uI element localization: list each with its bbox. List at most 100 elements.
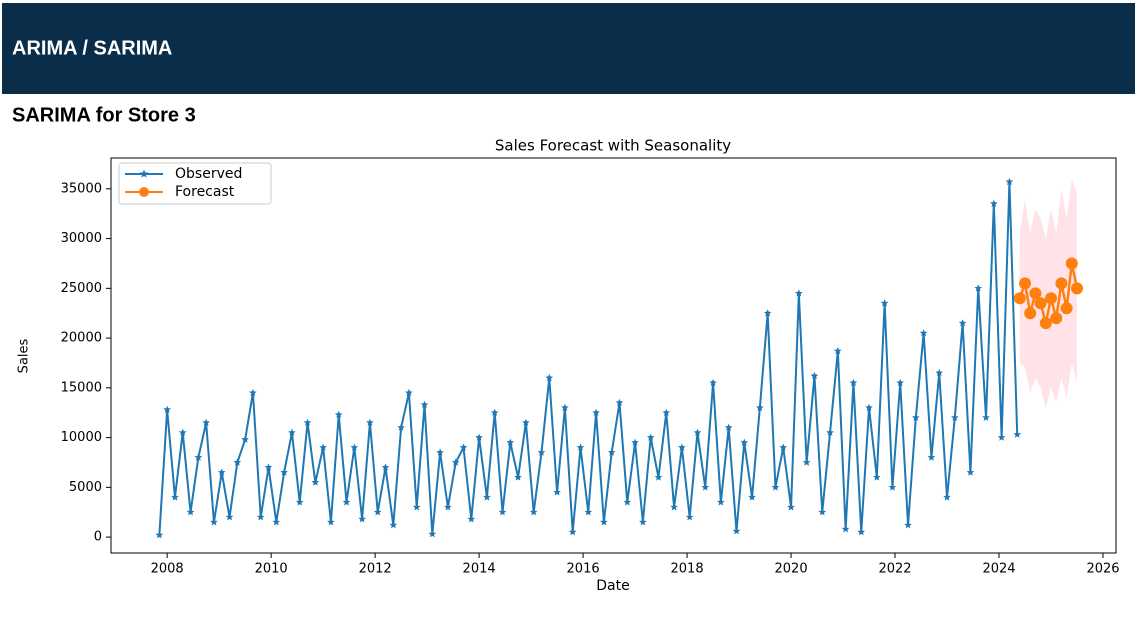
x-tick-label: 2022 [878,562,911,577]
y-tick-label: 30000 [61,231,102,246]
observed-marker [756,403,764,411]
observed-marker [748,493,756,501]
observed-marker [834,347,842,355]
observed-marker [951,413,959,421]
observed-marker [717,498,725,506]
observed-marker [709,378,717,387]
legend-marker [139,169,149,178]
observed-marker [225,513,234,521]
x-tick-label: 2008 [151,562,184,577]
forecast-marker [1034,297,1047,310]
forecast-marker [1055,277,1068,290]
forecast-marker [1029,287,1042,300]
observed-marker [327,518,335,526]
observed-marker [818,508,827,516]
observed-marker [256,513,265,521]
x-tick-label: 2012 [359,562,392,577]
x-tick-label: 2018 [671,562,704,577]
observed-marker [451,458,460,466]
observed-marker [233,458,242,466]
observed-marker [288,428,296,436]
observed-marker [428,530,437,538]
observed-marker [662,408,671,416]
observed-marker [888,483,897,491]
forecast-marker [1013,292,1026,305]
observed-marker [693,428,702,436]
observed-marker [779,443,788,451]
forecast-marker [1019,277,1032,290]
y-tick-label: 10000 [61,430,102,445]
observed-marker [639,518,647,526]
observed-marker [529,508,538,516]
observed-marker [397,423,405,431]
observed-marker [592,408,600,416]
observed-marker [295,498,304,506]
x-axis-label: Date [596,578,629,594]
observed-marker [600,518,608,526]
observed-marker [459,443,468,451]
observed-marker [366,418,374,426]
y-axis-label: Sales [17,338,32,373]
forecast-marker [1060,302,1073,315]
observed-marker [958,319,967,327]
observed-marker [381,463,390,471]
observed-marker [537,448,546,456]
observed-marker [584,508,593,516]
y-tick-label: 5000 [69,480,102,495]
observed-marker [350,443,359,451]
observed-marker [1013,430,1021,438]
observed-marker [880,299,889,307]
observed-marker [701,483,710,491]
observed-marker [982,413,990,421]
x-tick-label: 2010 [255,562,288,577]
forecast-marker [1024,307,1037,320]
forecast-marker [1039,317,1052,330]
observed-marker [467,515,476,523]
observed-marker [178,428,187,436]
observed-marker [763,309,772,317]
observed-marker [334,410,343,418]
observed-marker [420,400,429,408]
x-tick-label: 2020 [775,562,808,577]
observed-marker [272,518,281,526]
legend-marker [139,187,149,197]
observed-marker [654,473,663,481]
observed-marker [857,528,865,536]
observed-marker [389,521,398,529]
observed-marker [896,378,904,387]
observed-marker [623,498,632,506]
forecast-marker [1065,257,1078,270]
observed-marker [475,433,483,441]
page-title: ARIMA / SARIMA [12,37,172,59]
section-title: SARIMA for Store 3 [12,104,196,126]
observed-marker [685,513,694,521]
observed-marker [444,503,452,511]
observed-marker [561,403,569,411]
observed-marker [974,284,982,292]
observed-marker [412,503,421,511]
observed-marker [724,423,733,431]
y-tick-label: 15000 [61,380,102,395]
observed-marker [506,438,515,446]
observed-marker [873,473,881,481]
x-tick-label: 2016 [567,562,600,577]
observed-marker [311,478,320,486]
observed-marker [670,503,678,511]
observed-marker [568,528,577,536]
observed-marker [522,418,530,426]
observed-marker [732,527,741,535]
y-tick-label: 0 [94,530,102,545]
forecast-marker [1050,312,1063,325]
observed-marker [943,493,951,501]
observed-marker [514,473,522,481]
observed-marker [241,435,249,443]
observed-marker [483,493,491,501]
observed-marker [186,508,195,516]
observed-marker [210,518,218,526]
observed-marker [553,488,561,496]
observed-marker [631,438,639,446]
observed-marker [615,398,624,406]
observed-marker [841,525,850,533]
